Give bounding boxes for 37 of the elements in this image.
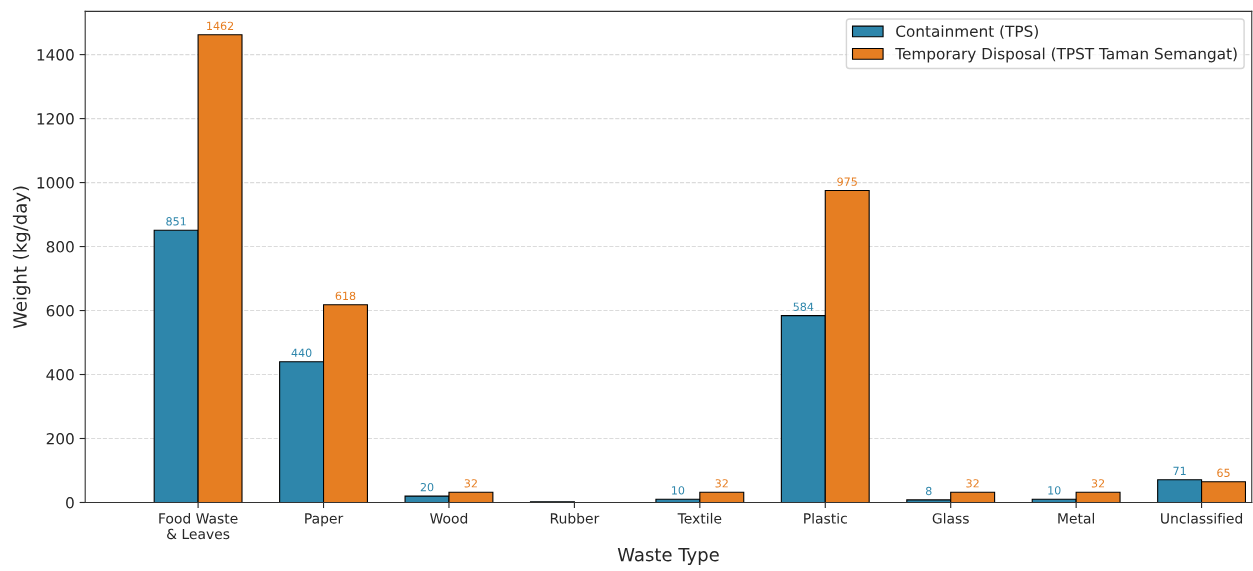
data-label: 10 (1048, 486, 1061, 495)
x-tick-label: Rubber (550, 512, 600, 524)
data-label: 440 (291, 348, 312, 358)
data-label: 32 (715, 479, 728, 488)
x-tick-label: Textile (677, 512, 722, 524)
y-tick-label: 0 (66, 496, 74, 509)
data-label: 65 (1217, 468, 1230, 477)
y-tick-label: 400 (46, 368, 74, 381)
legend-label: Temporary Disposal (TPST Taman Semangat) (895, 47, 1237, 63)
x-tick-label: Glass (932, 512, 969, 524)
x-tick-label: Wood (430, 512, 468, 524)
y-tick-label: 200 (46, 432, 74, 445)
x-axis-title: Waste Type (617, 548, 719, 565)
x-tick-label: Unclassified (1161, 512, 1243, 524)
y-tick-label: 1400 (37, 49, 74, 61)
data-label: 8 (925, 486, 932, 496)
data-label: 618 (335, 291, 356, 301)
x-tick-label: Paper (305, 513, 344, 527)
data-label: 584 (793, 302, 814, 311)
x-tick-label: Food Waste & Leaves (159, 512, 238, 540)
data-label: 1462 (207, 21, 234, 31)
x-tick-label: Plastic (804, 512, 847, 524)
data-label: 32 (1091, 479, 1105, 488)
y-tick-label: 800 (46, 241, 74, 253)
legend-label: Containment (TPS) (896, 25, 1038, 39)
data-label: 975 (837, 177, 857, 186)
x-tick-label: Metal (1058, 512, 1095, 524)
y-tick-label: 1200 (37, 113, 74, 125)
data-label: 32 (966, 479, 979, 488)
y-axis-title: Weight (kg/day) (12, 186, 31, 329)
y-tick-label: 600 (46, 305, 74, 317)
data-label: 851 (166, 217, 186, 226)
y-tick-label: 1000 (37, 177, 74, 189)
data-label: 71 (1173, 466, 1186, 475)
data-label: 32 (464, 479, 477, 488)
data-label: 20 (420, 482, 434, 492)
data-label: 10 (672, 486, 685, 495)
